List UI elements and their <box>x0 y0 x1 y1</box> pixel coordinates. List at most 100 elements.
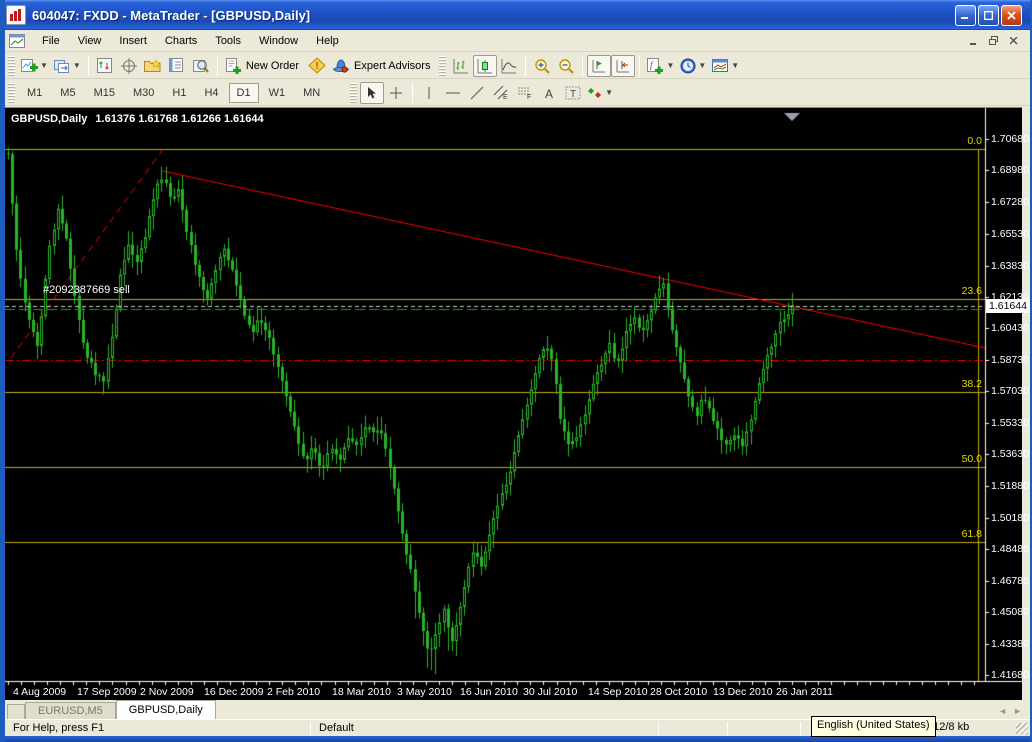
fibonacci-level-label: 23.6 <box>961 285 982 298</box>
timeframe-button-m15[interactable]: M15 <box>93 86 115 99</box>
templates-button[interactable]: ▼ <box>709 55 742 77</box>
bar-chart-type-button[interactable] <box>449 55 473 77</box>
chart-tab-gbpusd-daily[interactable]: GBPUSD,Daily <box>115 700 216 719</box>
crosshair-tool-button[interactable] <box>384 82 408 104</box>
timeframe-button-mn[interactable]: MN <box>303 86 321 99</box>
status-bar: For Help, press F1 Default English (Unit… <box>5 716 1030 737</box>
periods-button[interactable]: ▼ <box>677 55 709 77</box>
fibonacci-level-label: 0.0 <box>967 134 982 147</box>
expert-advisors-button[interactable]: Expert Advisors <box>329 55 436 77</box>
market-watch-button[interactable] <box>93 55 117 77</box>
resize-grip[interactable] <box>1016 723 1028 735</box>
navigator-button[interactable] <box>141 55 165 77</box>
menu-item-view[interactable]: View <box>77 34 102 47</box>
window-bottom-border <box>5 736 1030 742</box>
zoom-out-button[interactable] <box>554 55 578 77</box>
auto-scroll-button[interactable] <box>587 54 612 77</box>
metaeditor-button[interactable]: ! <box>305 55 329 77</box>
order-line-label: #2092387669 sell <box>43 284 130 296</box>
tab-scroll-right-button[interactable]: ► <box>1013 706 1022 716</box>
svg-text:A: A <box>545 87 553 100</box>
price-axis-label: 1.46780 <box>991 574 1029 587</box>
indicators-button[interactable]: f ▼ <box>644 55 677 77</box>
chevron-down-icon: ▼ <box>72 61 81 70</box>
timeframe-button-m1[interactable]: M1 <box>27 86 43 99</box>
cursor-tool-button[interactable] <box>360 81 385 104</box>
title-bar[interactable]: 604047: FXDD - MetaTrader - [GBPUSD,Dail… <box>5 0 1030 30</box>
date-axis-label: 4 Aug 2009 <box>13 686 67 698</box>
date-axis-label: 17 Sep 2009 <box>77 686 137 698</box>
chevron-down-icon: ▼ <box>731 61 740 70</box>
svg-text:F: F <box>527 94 531 100</box>
charts-toolbar: M1 M5 M15 M30 H1 H4 D1 W1 MN E F A T <box>5 80 1030 106</box>
price-axis-label: 1.63830 <box>991 259 1029 272</box>
status-traffic: 912/8 kb <box>927 721 970 733</box>
timeframe-button-h4[interactable]: H4 <box>204 86 219 99</box>
timeframe-button-h1[interactable]: H1 <box>172 86 187 99</box>
timeframe-button-m30[interactable]: M30 <box>132 86 155 99</box>
timeframe-button-w1[interactable]: W1 <box>268 86 286 99</box>
menu-item-file[interactable]: File <box>42 34 60 47</box>
tab-strip-edge <box>7 704 25 719</box>
profiles-button[interactable]: ▼ <box>51 55 84 77</box>
toolbar-gripper[interactable] <box>8 82 15 103</box>
toolbar-gripper[interactable] <box>439 55 447 76</box>
equidistant-channel-tool-button[interactable]: E <box>489 82 513 104</box>
minimize-button[interactable] <box>955 4 976 26</box>
menu-item-window[interactable]: Window <box>259 34 299 47</box>
chevron-down-icon: ▼ <box>40 61 48 70</box>
new-order-label: New Order <box>245 59 300 72</box>
new-chart-button[interactable]: ▼ <box>18 55 51 77</box>
mdi-restore-button[interactable] <box>985 33 1002 48</box>
close-button[interactable] <box>1001 4 1022 26</box>
strategy-tester-button[interactable] <box>189 55 213 77</box>
date-axis-label: 26 Jan 2011 <box>776 686 834 698</box>
date-axis-label: 30 Jul 2010 <box>523 686 578 698</box>
line-chart-type-button[interactable] <box>497 55 521 77</box>
text-tool-button[interactable]: A <box>537 82 561 104</box>
price-axis-label: 1.57030 <box>991 385 1029 398</box>
fibonacci-tool-button[interactable]: F <box>513 82 537 104</box>
mdi-minimize-button[interactable] <box>965 33 982 48</box>
mdi-close-button[interactable] <box>1005 33 1022 48</box>
timeframe-button-d1[interactable]: D1 <box>228 82 259 103</box>
price-axis-label: 1.45080 <box>991 606 1029 619</box>
fibonacci-level-label: 50.0 <box>961 452 982 465</box>
menu-item-insert[interactable]: Insert <box>119 34 147 47</box>
price-axis-label: 1.51880 <box>991 480 1029 493</box>
tab-scroll-left-button[interactable]: ◄ <box>998 706 1008 716</box>
menu-item-charts[interactable]: Charts <box>164 34 198 47</box>
price-axis-label: 1.41680 <box>991 669 1029 681</box>
toolbar-gripper[interactable] <box>350 82 358 103</box>
price-chart-canvas[interactable] <box>5 108 1022 701</box>
date-axis-label: 2 Nov 2009 <box>140 686 194 698</box>
arrows-tool-button[interactable]: ▼ <box>585 82 616 104</box>
zoom-in-button[interactable] <box>530 55 554 77</box>
horizontal-line-tool-button[interactable] <box>441 82 465 104</box>
trendline-tool-button[interactable] <box>465 82 489 104</box>
new-order-button[interactable]: New Order <box>222 55 305 77</box>
price-axis-label: 1.43380 <box>991 637 1029 650</box>
status-profile[interactable]: Default <box>319 722 354 734</box>
toolbar-gripper[interactable] <box>8 55 15 76</box>
menu-item-tools[interactable]: Tools <box>215 34 241 47</box>
vertical-line-tool-button[interactable] <box>417 82 441 104</box>
text-label-tool-button[interactable]: T <box>561 82 585 104</box>
maximize-button[interactable] <box>978 4 999 26</box>
price-axis-label: 1.68980 <box>991 164 1029 177</box>
terminal-button[interactable] <box>165 55 189 77</box>
price-axis-label: 1.48480 <box>991 543 1029 556</box>
data-window-button[interactable] <box>117 55 141 77</box>
price-axis-label: 1.53630 <box>991 448 1029 461</box>
date-axis-label: 14 Sep 2010 <box>588 686 648 698</box>
timeframe-button-m5[interactable]: M5 <box>60 86 76 99</box>
chart-tab-eurusd-m5[interactable]: EURUSD,M5 <box>25 702 116 719</box>
date-axis-label: 3 May 2010 <box>397 686 452 698</box>
chart-shift-button[interactable] <box>611 54 636 77</box>
chevron-down-icon: ▼ <box>605 88 614 97</box>
date-axis-label: 16 Jun 2010 <box>460 686 518 698</box>
candlestick-chart-type-button[interactable] <box>473 54 498 77</box>
menu-item-help[interactable]: Help <box>316 34 339 47</box>
svg-text:f: f <box>650 60 654 70</box>
